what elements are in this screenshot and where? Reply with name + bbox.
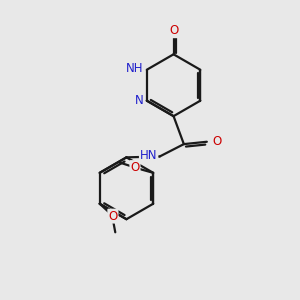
Text: O: O xyxy=(212,135,221,148)
Text: NH: NH xyxy=(126,62,143,75)
Text: HN: HN xyxy=(140,148,158,161)
Text: O: O xyxy=(169,24,178,37)
Text: O: O xyxy=(108,210,118,223)
Text: O: O xyxy=(130,161,140,174)
Text: N: N xyxy=(134,94,143,107)
